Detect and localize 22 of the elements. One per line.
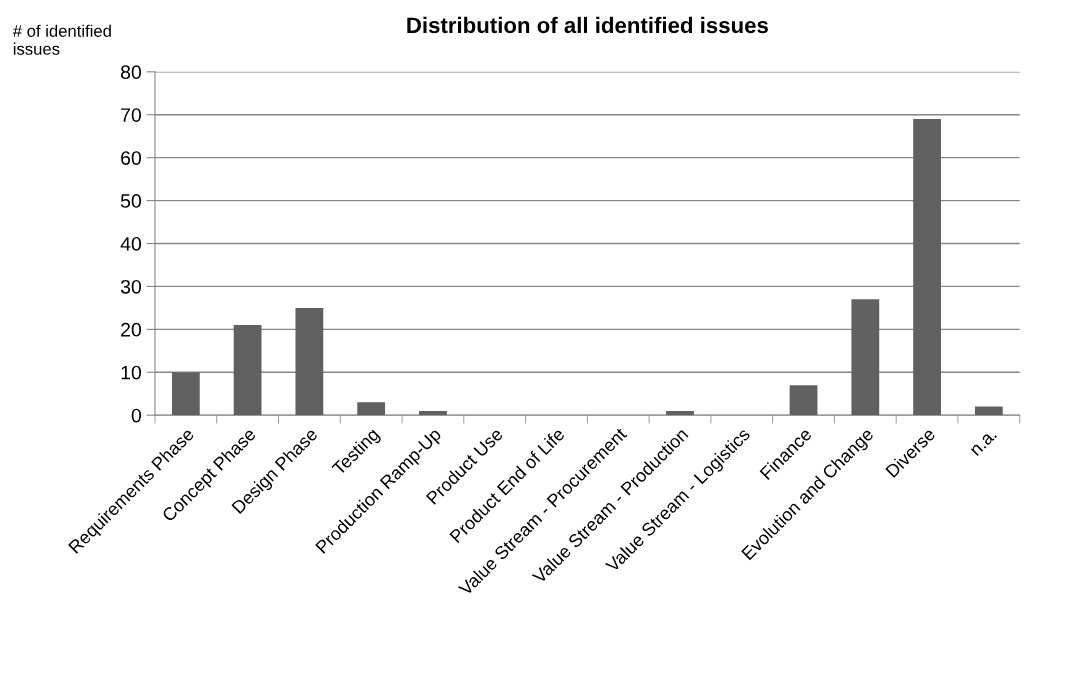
y-tick-label: 20 — [121, 322, 141, 337]
y-tick-label: 80 — [120, 65, 141, 80]
chart-title: Distribution of all identified issues — [407, 16, 768, 34]
y-tick-label: 60 — [121, 151, 141, 165]
bar — [357, 402, 386, 416]
y-axis-title: # of identified issues — [12, 24, 111, 55]
y-tick-label: 70 — [121, 108, 141, 122]
y-tick-label: 40 — [120, 236, 141, 251]
y-tick-label: 50 — [120, 194, 141, 208]
bar — [851, 299, 880, 416]
bar — [913, 119, 941, 416]
bar — [295, 307, 324, 416]
bar — [666, 410, 694, 416]
x-tick-label: n.a. — [970, 429, 998, 457]
bar — [419, 410, 447, 416]
y-tick-label: 0 — [131, 408, 141, 423]
bar — [233, 325, 262, 416]
bar — [974, 406, 1003, 416]
bar — [789, 385, 818, 416]
y-tick-label: 30 — [120, 279, 141, 294]
bar — [171, 372, 200, 416]
y-tick-label: 10 — [121, 365, 141, 380]
